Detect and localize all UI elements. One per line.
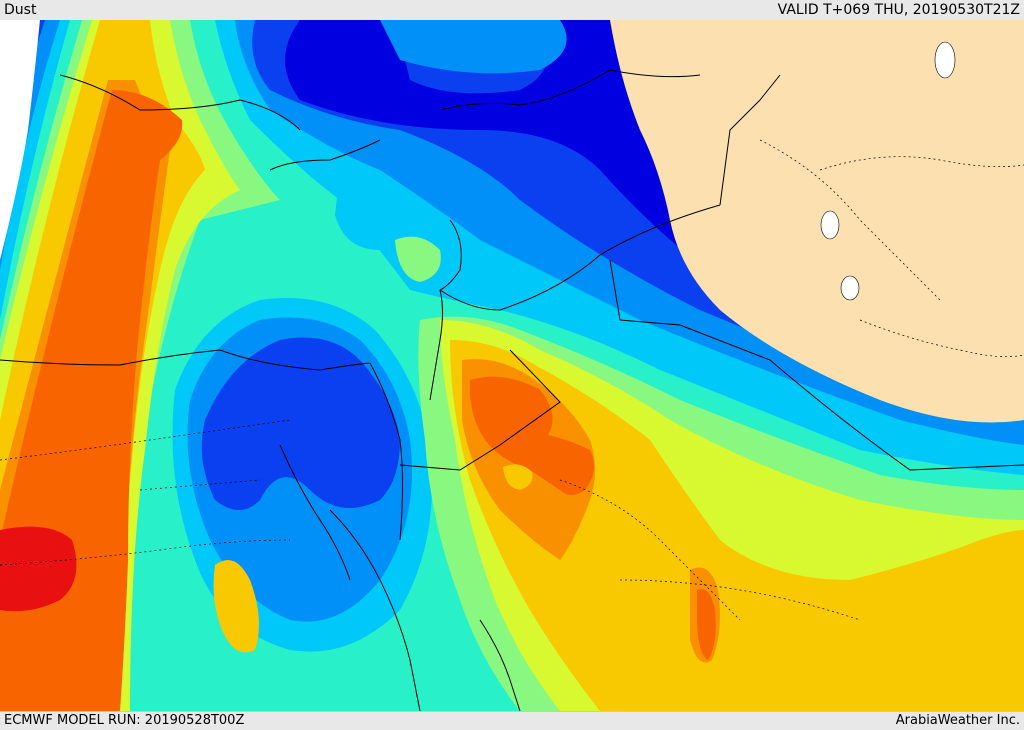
map-footer: ECMWF MODEL RUN: 20190528T00Z ArabiaWeat…	[0, 711, 1024, 730]
level-3-blob-north	[380, 20, 567, 74]
level-11-west	[0, 526, 77, 612]
map-header: Dust VALID T+069 THU, 20190530T21Z	[0, 0, 1024, 21]
lake-1	[934, 41, 956, 79]
valid-time-label: VALID T+069 THU, 20190530T21Z	[777, 2, 1020, 18]
model-run-label: ECMWF MODEL RUN: 20190528T00Z	[4, 713, 245, 728]
level-10-arabia	[469, 376, 594, 495]
credit-label: ArabiaWeather Inc.	[895, 713, 1020, 728]
dust-concentration-map	[0, 20, 1024, 711]
lake-3	[840, 275, 860, 301]
no-data-west	[0, 20, 40, 260]
level-8-blob-south	[213, 560, 259, 653]
level-6-blob-north	[395, 236, 441, 282]
level-9-ring-arabia	[503, 464, 533, 490]
level-8-arabia	[450, 340, 1024, 711]
level-2-pocket-sinai-inner	[201, 337, 400, 510]
country-boundaries	[0, 69, 1024, 711]
product-label: Dust	[4, 2, 37, 18]
lake-2	[820, 210, 840, 240]
unshaded-land-east	[610, 20, 1024, 423]
level-10-spot-south	[697, 589, 716, 660]
level-4-blob-levant	[335, 167, 403, 250]
province-boundaries	[0, 139, 1024, 621]
